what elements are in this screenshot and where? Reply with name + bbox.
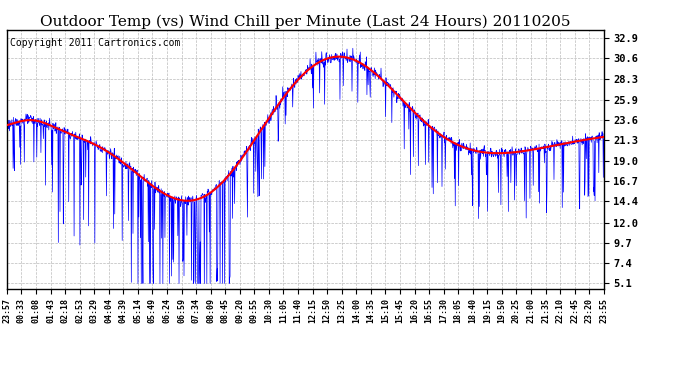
Title: Outdoor Temp (vs) Wind Chill per Minute (Last 24 Hours) 20110205: Outdoor Temp (vs) Wind Chill per Minute … [40, 15, 571, 29]
Text: Copyright 2011 Cartronics.com: Copyright 2011 Cartronics.com [10, 38, 180, 48]
